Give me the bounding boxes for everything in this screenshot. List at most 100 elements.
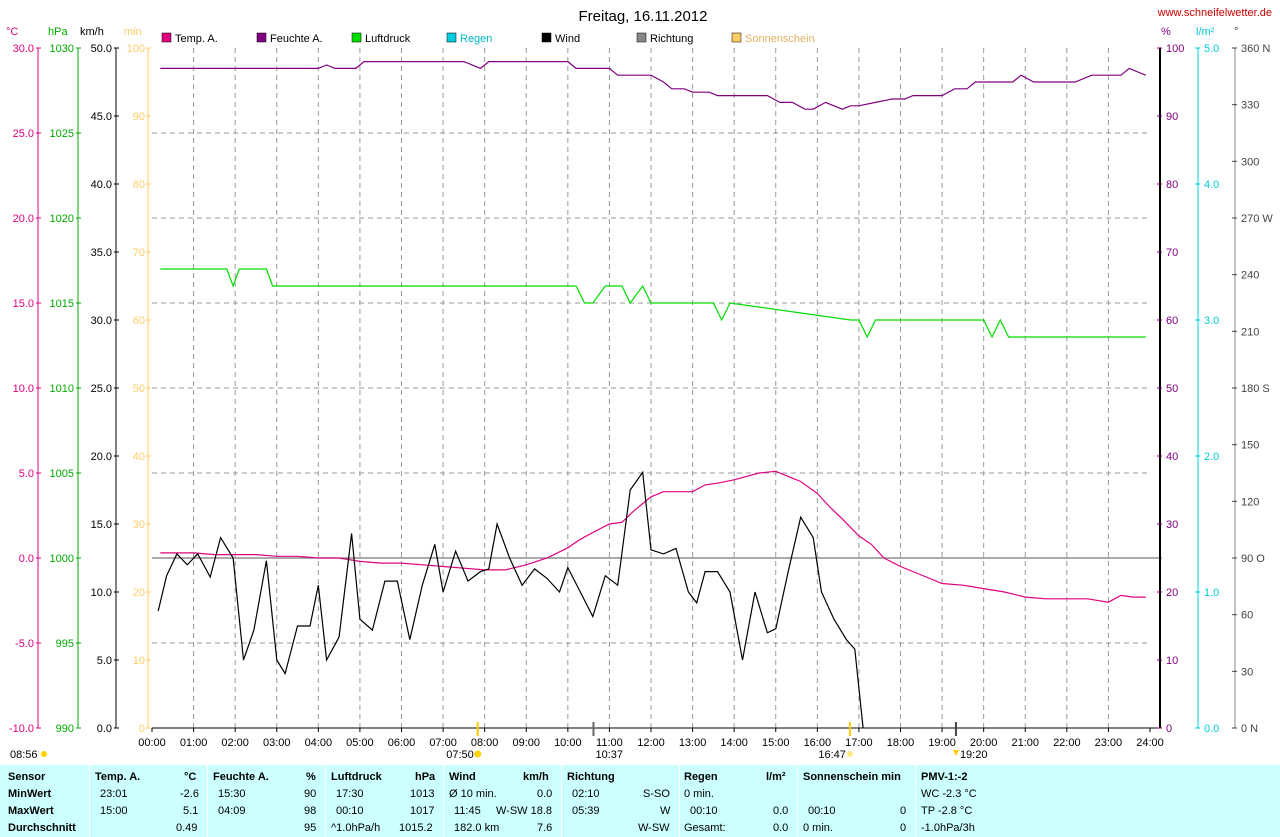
hum-tick-label: 0 [1166, 723, 1172, 735]
legend-item: Feuchte A. [256, 32, 323, 45]
time-tick-label: 06:00 [388, 737, 416, 749]
axes: 30.025.020.015.010.05.00.0-5.0-10.010301… [9, 43, 1273, 749]
sunrise-icon [474, 750, 482, 758]
wind-unit: km/h [523, 771, 549, 783]
rain-max-time: 00:10 [690, 805, 718, 817]
rain-total-label: Gesamt: [684, 822, 726, 834]
wind-tick-label: 0.0 [97, 723, 112, 735]
temp-tick-label: -10.0 [9, 723, 34, 735]
sun-tick-label: 70 [133, 247, 145, 259]
pmv-dewpoint: TP -2.8 °C [921, 805, 973, 817]
dir-tick-label: 0 N [1241, 723, 1258, 735]
press-min-time: 17:30 [336, 788, 364, 800]
dir-tick-label: 120 [1241, 496, 1259, 508]
legend: Temp. A. Feuchte A. Luftdruck Regen Wind Rich… [161, 32, 815, 45]
sun-tick-label: 30 [133, 519, 145, 531]
press-unit: hPa [415, 771, 436, 783]
time-tick-label: 10:00 [554, 737, 582, 749]
press-tick-label: 1025 [50, 128, 74, 140]
series-line-pressure [160, 268, 1146, 339]
hum-min-time: 15:30 [218, 788, 246, 800]
temp-tick-label: 5.0 [19, 468, 34, 480]
wind-unit-label: km/h [80, 26, 104, 38]
hum-tick-label: 10 [1166, 655, 1178, 667]
press-min-value: 1013 [410, 788, 435, 800]
hum-tick-label: 30 [1166, 519, 1178, 531]
sun-tick-label: 50 [133, 383, 145, 395]
sunset-icon [846, 751, 853, 757]
time-tick-label: 12:00 [637, 737, 665, 749]
dir-tick-label: 360 N [1241, 43, 1270, 55]
rain-unit: l/m² [766, 771, 786, 783]
wind-tick-label: 20.0 [91, 451, 112, 463]
dir-tick-label: 330 [1241, 100, 1259, 112]
temp-unit-label: °C [6, 26, 18, 38]
time-tick-label: 19:00 [928, 737, 956, 749]
hum-tick-label: 70 [1166, 247, 1178, 259]
wind-tick-label: 5.0 [97, 655, 112, 667]
series-line-temp [160, 470, 1146, 603]
legend-swatch [636, 32, 647, 43]
temp-unit: °C [184, 771, 197, 783]
time-tick-label: 24:00 [1136, 737, 1164, 749]
temp-min-time: 23:01 [100, 788, 128, 800]
legend-label: Regen [460, 33, 492, 45]
dir-unit-label: ° [1234, 26, 1238, 38]
moon-label: 19:20 [960, 749, 988, 761]
legend-item: Wind [541, 32, 580, 45]
rain-tick-label: 4.0 [1204, 179, 1219, 191]
sun-tick-label: 100 [127, 43, 145, 55]
weather-chart: Freitag, 16.11.2012 www.schneifelwetter.… [6, 7, 1273, 761]
hum-header: Feuchte A. [213, 771, 269, 783]
wind-tick-label: 40.0 [91, 179, 112, 191]
series [157, 60, 1147, 729]
sun-unit-label: min [124, 26, 142, 38]
time-tick-label: 18:00 [887, 737, 915, 749]
sun-tick-label: 40 [133, 451, 145, 463]
legend-item: Richtung [636, 32, 693, 45]
rain-unit-label: l/m² [1196, 26, 1215, 38]
legend-swatch [446, 32, 457, 43]
legend-item: Regen [446, 32, 492, 45]
pmv-windchill: WC -2.3 °C [921, 788, 977, 800]
moon-icon [952, 750, 959, 756]
time-tick-label: 04:00 [305, 737, 333, 749]
hum-tick-label: 100 [1166, 43, 1184, 55]
legend-swatch [351, 32, 362, 43]
rain-total-value: 0.0 [773, 822, 789, 834]
press-trend: ^1.0hPa/h [331, 822, 381, 834]
press-header: Luftdruck [331, 771, 382, 783]
press-tick-label: 1020 [50, 213, 74, 225]
sun-tick-label: 90 [133, 111, 145, 123]
temp-avg-value: 0.49 [176, 822, 198, 834]
hum-max-time: 04:09 [218, 805, 246, 817]
hum-tick-label: 60 [1166, 315, 1178, 327]
time-tick-label: 11:00 [596, 737, 623, 749]
dir-tick-label: 300 [1241, 156, 1259, 168]
sunset-label: 16:47 [818, 749, 846, 761]
legend-swatch [256, 32, 267, 43]
press-max-value: 1017 [410, 805, 435, 817]
sun-tick-label: 20 [133, 587, 145, 599]
sun-tick-label: 80 [133, 179, 145, 191]
pmv-header: PMV-1:-2 [921, 771, 968, 783]
temp-header: Temp. A. [95, 771, 141, 783]
sun-tick-label: 0 [139, 723, 145, 735]
legend-label: Wind [555, 33, 580, 45]
wind-max-time: 11:45 [454, 805, 481, 817]
hum-tick-label: 20 [1166, 587, 1178, 599]
legend-label: Temp. A. [175, 33, 218, 45]
wind-tick-label: 50.0 [91, 43, 112, 55]
temp-min-value: -2.6 [180, 788, 199, 800]
wind-tick-label: 30.0 [91, 315, 112, 327]
hum-avg-value: 95 [304, 822, 317, 834]
dir-tick-label: 180 S [1241, 383, 1270, 395]
hum-tick-label: 50 [1166, 383, 1178, 395]
temp-tick-label: 15.0 [13, 298, 34, 310]
time-tick-label: 16:00 [804, 737, 832, 749]
temp-tick-label: 0.0 [19, 553, 34, 565]
temp-tick-label: -5.0 [15, 638, 34, 650]
wind-tick-label: 10.0 [91, 587, 112, 599]
temp-tick-label: 10.0 [13, 383, 34, 395]
stats-table: Sensor MinWert MaxWert Durchschnitt Temp… [0, 765, 1280, 837]
